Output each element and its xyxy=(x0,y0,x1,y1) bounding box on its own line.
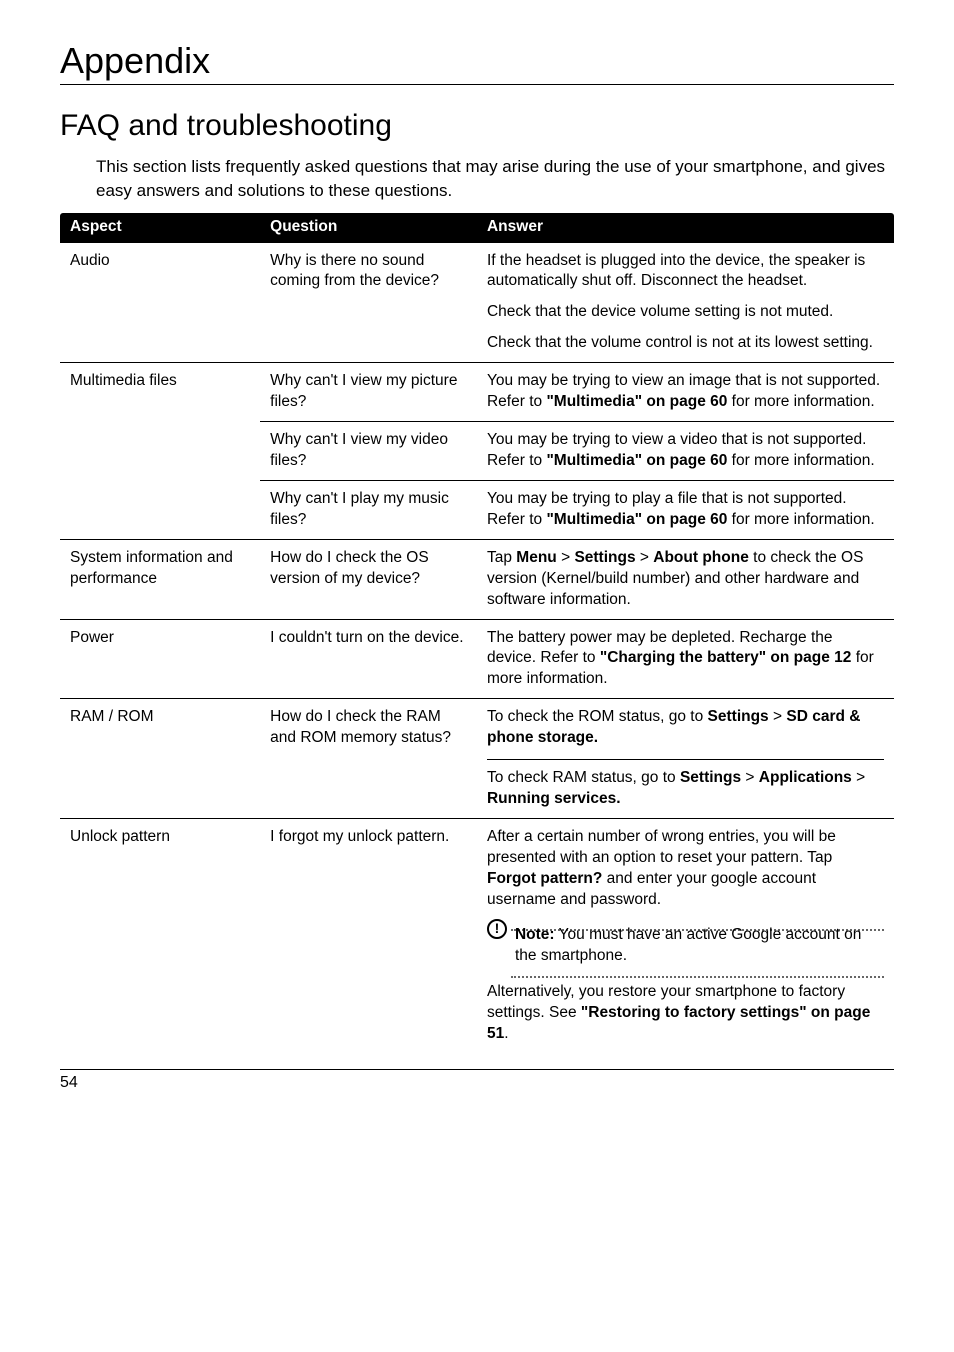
page-number: 54 xyxy=(60,1074,78,1091)
cell-answer: Tap Menu > Settings > About phone to che… xyxy=(477,539,894,619)
cell-answer: If the headset is plugged into the devic… xyxy=(477,242,894,363)
cell-question: Why can't I view my video files? xyxy=(260,422,477,481)
text-run: You must have an active Google account o… xyxy=(515,926,861,964)
text-run: Settings xyxy=(708,708,769,725)
cell-aspect xyxy=(60,480,260,539)
answer-paragraph: If the headset is plugged into the devic… xyxy=(487,251,884,293)
text-run: If the headset is plugged into the devic… xyxy=(487,252,865,290)
cell-question: How do I check the OS version of my devi… xyxy=(260,539,477,619)
col-header-answer: Answer xyxy=(477,213,894,242)
table-row: AudioWhy is there no sound coming from t… xyxy=(60,242,894,363)
page-title: Appendix xyxy=(60,40,894,85)
info-icon: ! xyxy=(487,919,507,939)
cell-question: How do I check the RAM and ROM memory st… xyxy=(260,699,477,819)
cell-aspect: Power xyxy=(60,619,260,699)
answer-paragraph: You may be trying to view an image that … xyxy=(487,371,884,413)
text-run: Menu xyxy=(516,549,556,566)
answer-paragraph: To check RAM status, go to Settings > Ap… xyxy=(487,759,884,810)
text-run: Running services. xyxy=(487,790,621,807)
cell-aspect: System information and performance xyxy=(60,539,260,619)
cell-aspect: Unlock pattern xyxy=(60,818,260,1053)
col-header-question: Question xyxy=(260,213,477,242)
text-run: > xyxy=(557,549,575,566)
cell-aspect: Multimedia files xyxy=(60,363,260,422)
cell-question: I forgot my unlock pattern. xyxy=(260,818,477,1053)
text-run: To check RAM status, go to xyxy=(487,769,680,786)
note-text: Note: You must have an active Google acc… xyxy=(515,921,884,973)
faq-table: Aspect Question Answer AudioWhy is there… xyxy=(60,213,894,1054)
text-run: Forgot pattern? xyxy=(487,870,602,887)
text-run: About phone xyxy=(653,549,749,566)
cell-question: Why can't I view my picture files? xyxy=(260,363,477,422)
answer-paragraph: Alternatively, you restore your smartpho… xyxy=(487,982,884,1045)
text-run: > xyxy=(741,769,759,786)
text-run: > xyxy=(852,769,865,786)
table-row: Why can't I play my music files?You may … xyxy=(60,480,894,539)
text-run: > xyxy=(636,549,654,566)
text-run: Tap xyxy=(487,549,516,566)
answer-paragraph: You may be trying to play a file that is… xyxy=(487,489,884,531)
text-run: To check the ROM status, go to xyxy=(487,708,708,725)
text-run: for more information. xyxy=(727,393,874,410)
answer-paragraph: You may be trying to view a video that i… xyxy=(487,430,884,472)
text-run: Settings xyxy=(680,769,741,786)
cell-answer: The battery power may be depleted. Recha… xyxy=(477,619,894,699)
text-run: "Multimedia" on page 60 xyxy=(546,393,727,410)
page-footer: 54 xyxy=(60,1069,894,1092)
text-run: > xyxy=(769,708,787,725)
answer-paragraph: To check the ROM status, go to Settings … xyxy=(487,707,884,749)
text-run: "Multimedia" on page 60 xyxy=(546,452,727,469)
text-run: for more information. xyxy=(727,511,874,528)
table-row: Why can't I view my video files?You may … xyxy=(60,422,894,481)
cell-answer: After a certain number of wrong entries,… xyxy=(477,818,894,1053)
text-run: After a certain number of wrong entries,… xyxy=(487,828,836,866)
answer-paragraph: Check that the volume control is not at … xyxy=(487,333,884,354)
text-run: "Charging the battery" on page 12 xyxy=(600,649,852,666)
cell-answer: You may be trying to play a file that is… xyxy=(477,480,894,539)
cell-answer: You may be trying to view a video that i… xyxy=(477,422,894,481)
cell-answer: You may be trying to view an image that … xyxy=(477,363,894,422)
text-run: Check that the volume control is not at … xyxy=(487,334,873,351)
answer-paragraph: Tap Menu > Settings > About phone to che… xyxy=(487,548,884,611)
cell-question: Why can't I play my music files? xyxy=(260,480,477,539)
table-row: PowerI couldn't turn on the device.The b… xyxy=(60,619,894,699)
text-run: "Multimedia" on page 60 xyxy=(546,511,727,528)
text-run: Check that the device volume setting is … xyxy=(487,303,833,320)
table-row: Multimedia filesWhy can't I view my pict… xyxy=(60,363,894,422)
answer-paragraph: After a certain number of wrong entries,… xyxy=(487,827,884,911)
cell-aspect: Audio xyxy=(60,242,260,363)
text-run: for more information. xyxy=(727,452,874,469)
table-row: Unlock patternI forgot my unlock pattern… xyxy=(60,818,894,1053)
table-row: System information and performanceHow do… xyxy=(60,539,894,619)
note-block: ! Note: You must have an active Google ac… xyxy=(487,921,884,973)
section-heading: FAQ and troubleshooting xyxy=(60,109,894,143)
cell-answer: To check the ROM status, go to Settings … xyxy=(477,699,894,819)
col-header-aspect: Aspect xyxy=(60,213,260,242)
intro-paragraph: This section lists frequently asked ques… xyxy=(60,155,894,203)
cell-aspect: RAM / ROM xyxy=(60,699,260,819)
cell-question: I couldn't turn on the device. xyxy=(260,619,477,699)
cell-question: Why is there no sound coming from the de… xyxy=(260,242,477,363)
text-run: Settings xyxy=(574,549,635,566)
answer-paragraph: Check that the device volume setting is … xyxy=(487,302,884,323)
text-run: . xyxy=(504,1025,508,1042)
text-run: Applications xyxy=(759,769,852,786)
text-run: Note: xyxy=(515,926,555,943)
answer-paragraph: The battery power may be depleted. Recha… xyxy=(487,628,884,691)
table-row: RAM / ROMHow do I check the RAM and ROM … xyxy=(60,699,894,819)
cell-aspect xyxy=(60,422,260,481)
